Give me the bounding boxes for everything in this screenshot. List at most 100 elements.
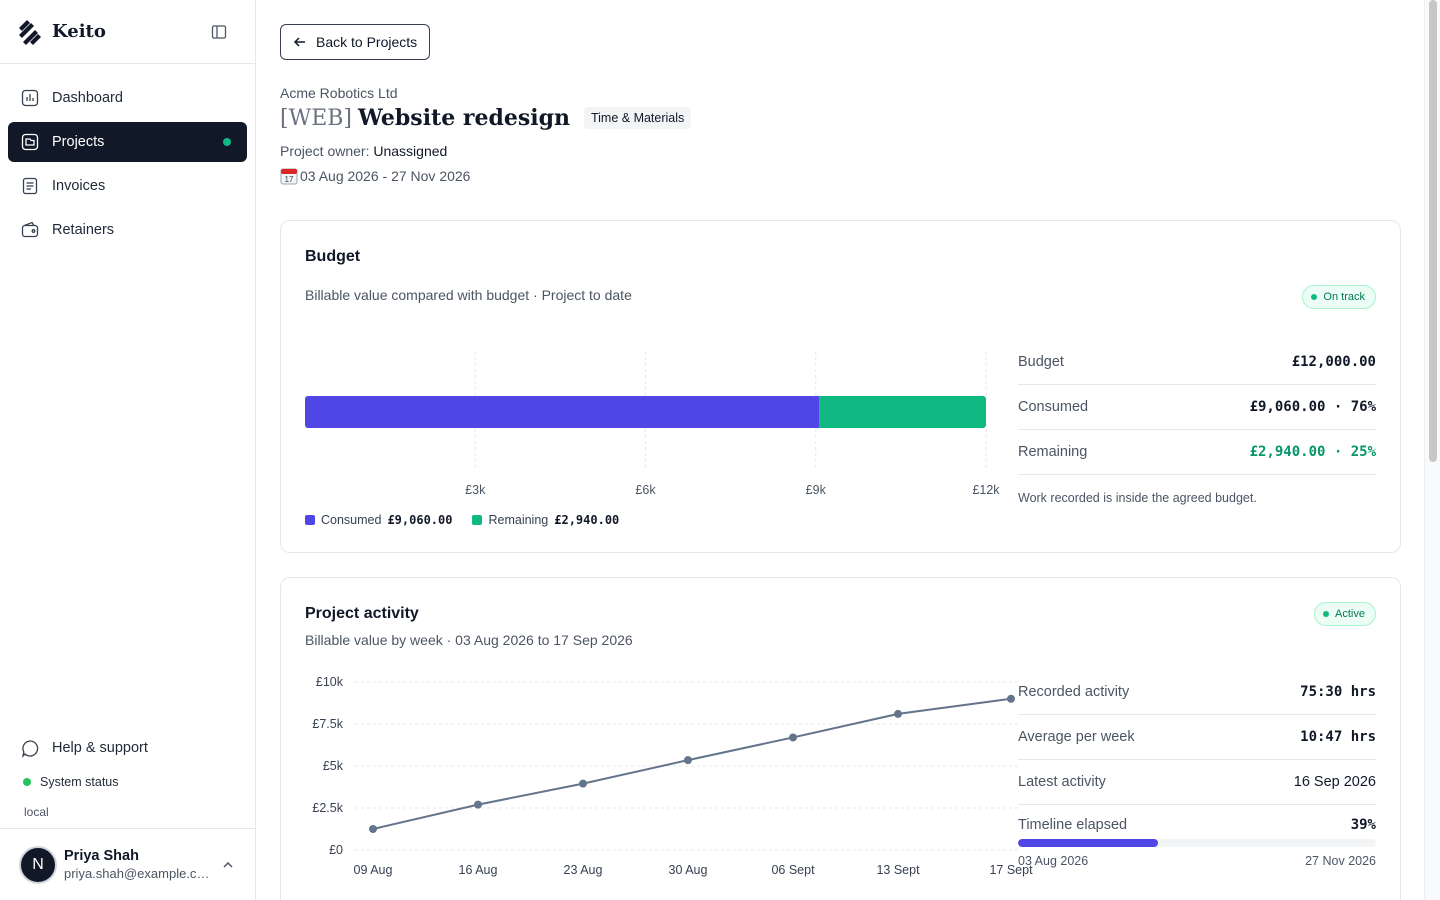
project-dates: 17 03 Aug 2026 - 27 Nov 2026 — [280, 167, 1400, 185]
data-point — [894, 709, 902, 718]
status-label: Active — [1335, 608, 1365, 620]
timeline-progress-bar — [1018, 839, 1376, 847]
sidebar-item-invoices[interactable]: Invoices — [8, 166, 247, 206]
legend-value: £9,060.00 — [387, 513, 453, 527]
active-indicator-dot — [223, 138, 231, 146]
activity-stats: Recorded activity 75:30 hrs Average per … — [1018, 670, 1376, 868]
chart-icon — [21, 89, 39, 107]
stat-value: £9,060.00 · 76% — [1249, 399, 1376, 415]
environment-label: local — [24, 805, 49, 819]
stat-row: Remaining £2,940.00 · 25% — [1018, 430, 1376, 475]
timeline-progress-fill — [1018, 839, 1158, 847]
user-email: priya.shah@example.com — [64, 866, 214, 881]
brand: Keito — [0, 0, 255, 64]
sidebar-item-retainers[interactable]: Retainers — [8, 210, 247, 250]
x-tick-label: 09 Aug — [354, 863, 393, 877]
legend-value: £2,940.00 — [554, 513, 620, 527]
data-point — [1007, 694, 1015, 703]
data-point — [369, 825, 377, 833]
main-content: Back to Projects Acme Robotics Ltd [WEB]… — [256, 0, 1424, 900]
stat-value: £2,940.00 · 25% — [1249, 444, 1376, 460]
timeline-dates: 03 Aug 2026 27 Nov 2026 — [1018, 854, 1376, 868]
timeline-start: 03 Aug 2026 — [1018, 854, 1089, 868]
budget-legend: Consumed £9,060.00 Remaining £2,940.00 — [305, 513, 639, 527]
user-name: Priya Shah — [64, 848, 139, 864]
y-tick-label: £10k — [316, 675, 344, 689]
x-tick-label: £12k — [972, 483, 1000, 497]
bar-consumed — [305, 396, 820, 428]
keito-logo-icon[interactable] — [16, 18, 44, 46]
budget-stats: Budget £12,000.00 Consumed £9,060.00 · 7… — [1018, 340, 1376, 505]
owner-value: Unassigned — [373, 143, 448, 159]
app-name: Keito — [52, 21, 106, 42]
help-label: Help & support — [52, 740, 148, 756]
scrollbar-thumb[interactable] — [1429, 0, 1437, 462]
page-scrollbar[interactable] — [1424, 0, 1440, 900]
arrow-left-icon — [293, 35, 307, 49]
x-tick-label: £9k — [806, 483, 827, 497]
x-tick-label: 23 Aug — [564, 863, 603, 877]
x-tick-label: 17 Sept — [989, 863, 1033, 877]
chevron-up-icon[interactable] — [220, 857, 236, 873]
back-to-projects-button[interactable]: Back to Projects — [280, 24, 431, 60]
status-badge: On track — [1302, 285, 1376, 309]
system-status-link[interactable]: System status — [0, 768, 255, 796]
user-menu[interactable]: N Priya Shah priya.shah@example.com — [0, 828, 255, 900]
x-tick-label: 13 Sept — [876, 863, 920, 877]
budget-title: Budget — [305, 248, 361, 265]
data-point — [684, 756, 692, 765]
budget-note: Work recorded is inside the agreed budge… — [1018, 491, 1257, 505]
bar-join — [815, 396, 820, 428]
stat-label: Latest activity — [1018, 774, 1106, 790]
back-label: Back to Projects — [316, 34, 418, 50]
stat-row: Consumed £9,060.00 · 76% — [1018, 385, 1376, 430]
stat-label: Recorded activity — [1018, 684, 1130, 700]
stat-value: 39% — [1350, 817, 1376, 833]
wallet-icon — [21, 221, 39, 239]
y-tick-label: £7.5k — [312, 717, 343, 731]
data-point — [789, 733, 797, 742]
legend-label: Consumed — [321, 513, 382, 527]
sidebar-footer: Help & support System status local N Pri… — [0, 728, 255, 900]
budget-chart: £3k £6k £9k £12k — [305, 351, 1000, 497]
stat-label: Remaining — [1018, 444, 1088, 460]
sidebar-toggle-icon[interactable] — [207, 20, 231, 44]
help-support-link[interactable]: Help & support — [0, 728, 255, 768]
document-icon — [21, 177, 39, 195]
timeline-end: 27 Nov 2026 — [1305, 854, 1376, 868]
status-dot — [23, 778, 31, 786]
legend-swatch — [472, 515, 483, 525]
y-tick-label: £5k — [323, 759, 344, 773]
stat-row: Budget £12,000.00 — [1018, 340, 1376, 385]
x-tick-label: 30 Aug — [669, 863, 708, 877]
activity-chart: £0 £2.5k £5k £7.5k £10k 09 Aug 16 Aug 23 Aug 30 … — [312, 675, 1033, 877]
status-dot — [1323, 611, 1330, 617]
sidebar-item-dashboard[interactable]: Dashboard — [8, 78, 247, 118]
stat-value: 75:30 hrs — [1300, 684, 1376, 700]
sidebar-nav: Dashboard Projects Invoices — [0, 64, 255, 268]
sidebar-item-projects[interactable]: Projects — [8, 122, 247, 162]
timeline-elapsed: Timeline elapsed 39% 03 Aug 2026 27 Nov … — [1018, 805, 1376, 868]
client-name: Acme Robotics Ltd — [280, 85, 398, 101]
stat-row: Latest activity 16 Sep 2026 — [1018, 760, 1376, 805]
timeline-header: Timeline elapsed 39% — [1018, 817, 1376, 833]
stat-value: £12,000.00 — [1291, 354, 1376, 370]
legend-consumed: Consumed £9,060.00 — [305, 513, 452, 527]
stat-label: Consumed — [1018, 399, 1089, 415]
stat-label: Budget — [1018, 354, 1064, 370]
sidebar-item-label: Retainers — [52, 222, 115, 238]
bar-remaining — [819, 396, 986, 428]
svg-text:17: 17 — [285, 175, 294, 184]
sidebar-item-label: Invoices — [52, 178, 106, 194]
system-status-label: System status — [40, 775, 119, 789]
data-point — [474, 800, 482, 809]
project-name: Website redesign — [358, 105, 570, 131]
calendar-icon: 17 — [280, 167, 298, 185]
legend-swatch — [305, 515, 315, 525]
status-badge: Active — [1314, 602, 1376, 626]
series-line — [372, 697, 1012, 830]
stat-label: Timeline elapsed — [1018, 817, 1128, 833]
chat-bubble-icon — [21, 739, 40, 758]
avatar: N — [19, 845, 57, 884]
legend-label: Remaining — [488, 513, 549, 527]
